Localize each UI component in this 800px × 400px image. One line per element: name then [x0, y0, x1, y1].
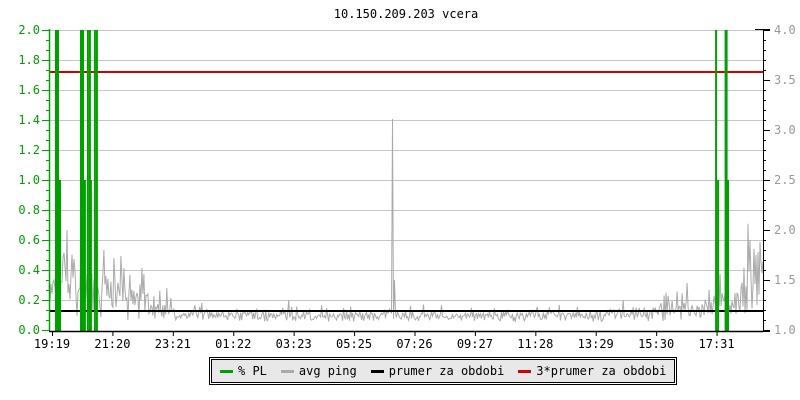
legend-label: avg ping [298, 364, 357, 378]
x-axis-label: 09:27 [457, 337, 493, 351]
x-axis-label: 01:22 [215, 337, 251, 351]
avg-ping-line [48, 118, 764, 323]
x-axis-label: 03:23 [276, 337, 312, 351]
pl-spike [95, 30, 98, 331]
pl-spike [59, 180, 61, 331]
left-axis-label: 1.4 [18, 113, 40, 127]
pl-spike [89, 180, 92, 331]
x-axis-label: 21:20 [94, 337, 130, 351]
axis-labels: 2.0 1.8 1.6 1.4 1.2 1.0 0.8 0.6 0.4 0.2 0.0 4.0 3.5 3… [18, 23, 795, 351]
legend-swatch [518, 369, 532, 373]
grid-lines [49, 30, 763, 301]
x-axis-label: 19:19 [34, 337, 70, 351]
legend-label: prumer za obdobi [388, 364, 505, 378]
pl-spike [80, 30, 82, 331]
chart-legend: % PL avg ping prumer za obdobi 3*prumer za … [208, 357, 678, 385]
right-axis-label: 1.5 [774, 273, 796, 287]
pl-spike [82, 30, 84, 331]
legend-item--prumer-za-obdobi: 3*prumer za obdobi [518, 364, 666, 378]
right-axis-label: 3.5 [774, 73, 796, 87]
pl-spike [86, 30, 89, 331]
left-axis-label: 0.8 [18, 203, 40, 217]
x-axis-label: 23:21 [155, 337, 191, 351]
pl-spike [727, 180, 729, 331]
axes [42, 29, 770, 336]
legend-swatch [370, 369, 384, 373]
avg-ping-series [48, 118, 764, 323]
x-axis-label: 17:31 [699, 337, 735, 351]
x-axis-label: 07:26 [396, 337, 432, 351]
left-axis-label: 1.6 [18, 83, 40, 97]
x-axis-label: 15:30 [638, 337, 674, 351]
pl-spike [83, 180, 86, 331]
mean-lines [49, 71, 763, 312]
pl-spike [93, 30, 96, 331]
legend-swatch [220, 369, 233, 373]
right-axis-label: 2.5 [774, 173, 796, 187]
x-axis-label: 05:25 [336, 337, 372, 351]
right-axis-label: 1.0 [774, 323, 796, 337]
right-axis-label: 4.0 [774, 23, 796, 37]
left-axis-label: 0.4 [18, 263, 40, 277]
legend-item-avg-ping: avg ping [280, 364, 357, 378]
left-axis-label: 2.0 [18, 23, 40, 37]
x-axis-label: 13:29 [578, 337, 614, 351]
legend-label: % PL [238, 364, 267, 378]
pl-spike [724, 30, 728, 331]
chart-title: 10.150.209.203 vcera [333, 7, 479, 21]
legend-label: 3*prumer za obdobi [536, 364, 667, 378]
pl-spike [715, 30, 718, 331]
left-axis-label: 1.8 [18, 53, 40, 67]
x-axis-label: 11:28 [517, 337, 553, 351]
packet-loss-spikes [55, 30, 729, 331]
legend-swatch [280, 369, 294, 373]
left-axis-label: 0.6 [18, 233, 40, 247]
legend-item--pl: % PL [220, 364, 267, 378]
left-axis-label: 1.0 [18, 173, 40, 187]
pl-spike [55, 30, 57, 331]
left-axis-label: 1.2 [18, 143, 40, 157]
left-axis-label: 0.0 [18, 323, 40, 337]
pl-spike [717, 180, 720, 331]
pl-spike [57, 30, 59, 331]
right-axis-label: 3.0 [774, 123, 796, 137]
legend-item-prumer-za-obdobi: prumer za obdobi [370, 364, 505, 378]
left-axis-label: 0.2 [18, 293, 40, 307]
right-axis-label: 2.0 [774, 223, 796, 237]
